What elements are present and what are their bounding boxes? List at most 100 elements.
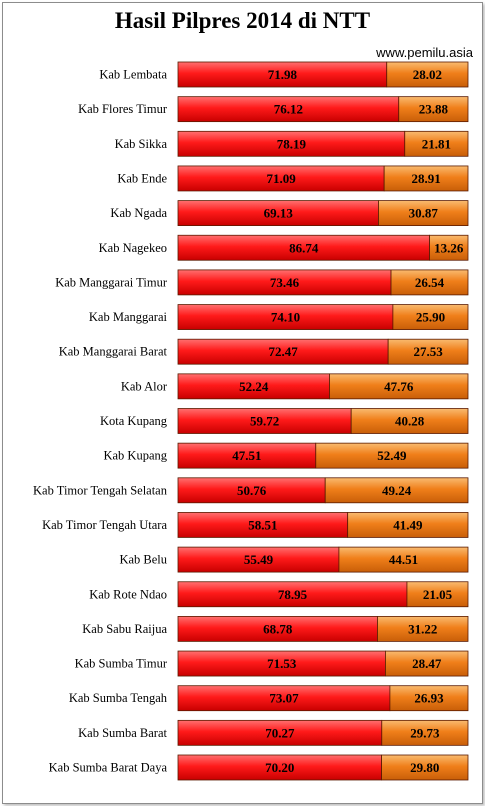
data-label: 41.49 [393,517,423,532]
bar-segment-1 [177,581,408,608]
bar-segment-1 [177,234,430,261]
category-label: Kab Nagekeo [99,241,167,255]
bar-segment-1 [177,616,378,642]
bar-segment-2 [338,546,469,573]
data-label: 58.51 [248,517,277,532]
category-label: Kab Lembata [99,68,167,82]
bar-segment-2 [385,650,469,677]
bar-segment-2 [347,512,469,538]
chart-title: Hasil Pilpres 2014 di NTT [114,8,371,33]
chart-source: www.pemilu.asia [376,45,473,60]
bar-segment-1 [177,200,379,227]
bar-segment-1 [177,685,391,712]
data-label: 55.49 [244,552,274,567]
category-label: Kab Kupang [103,449,167,463]
data-label: 74.10 [271,310,300,325]
bar-segment-2 [381,754,469,781]
bar-segment-2 [406,581,469,608]
bar-segment-2 [429,234,469,261]
data-label: 49.24 [382,483,412,498]
data-label: 52.24 [239,379,269,394]
data-label: 50.76 [237,483,267,498]
bar-segment-1 [177,408,352,434]
data-label: 72.47 [268,344,298,359]
category-label: Kab Manggarai Timur [55,275,168,289]
bar-segment-1 [177,477,326,504]
data-label: 44.51 [389,552,418,567]
category-label: Kab Timor Tengah Utara [42,518,167,532]
data-label: 30.87 [409,206,439,221]
bar-segment-2 [315,442,469,469]
bar-segment-1 [177,130,406,157]
data-label: 70.27 [265,725,295,740]
data-label: 26.93 [414,691,444,706]
bar-segment-1 [177,512,349,538]
category-label: Kab Sumba Barat [78,726,167,740]
data-label: 25.90 [416,310,445,325]
data-label: 29.73 [410,725,440,740]
data-label: 71.98 [268,67,298,82]
bar-segment-2 [389,685,469,712]
data-label: 28.91 [411,171,440,186]
category-label: Kab Sabu Raijua [82,622,167,636]
data-label: 71.09 [266,171,296,186]
data-label: 31.22 [408,621,437,636]
bar-segment-2 [390,269,469,296]
data-label: 78.95 [278,587,308,602]
category-label: Kab Manggarai Barat [59,345,168,359]
category-label: Kab Sumba Timur [75,657,168,671]
data-label: 29.80 [410,760,439,775]
data-label: 76.12 [274,102,303,117]
bar-segment-2 [329,373,469,400]
category-label: Kab Manggarai [89,310,168,324]
data-label: 73.46 [270,275,300,290]
category-label: Kab Timor Tengah Selatan [33,483,168,497]
bar-segment-1 [177,442,317,469]
bar-segment-2 [392,304,469,330]
bar-segment-2 [398,96,469,123]
data-label: 21.81 [422,136,451,151]
data-label: 52.49 [377,448,407,463]
data-label: 68.78 [263,621,293,636]
data-label: 47.51 [232,448,261,463]
category-label: Kab Ngada [110,206,167,220]
category-label: Kab Alor [121,379,168,393]
bar-segment-2 [377,616,469,642]
category-label: Kab Sumba Tengah [69,691,168,705]
bar-segment-2 [324,477,469,504]
bar-segment-1 [177,165,385,192]
bar-segment-2 [386,61,469,88]
category-label: Kota Kupang [100,414,168,428]
bar-segment-1 [177,719,383,746]
data-label: 86.74 [289,240,319,255]
data-label: 28.47 [412,656,442,671]
category-label: Kab Sikka [115,137,168,151]
category-label: Kab Belu [119,553,167,567]
category-label: Kab Sumba Barat Daya [49,761,168,775]
bar-segment-2 [404,130,469,157]
data-label: 69.13 [264,206,294,221]
category-label: Kab Rote Ndao [89,587,167,601]
category-label: Kab Ende [117,171,167,185]
data-label: 27.53 [413,344,443,359]
data-label: 26.54 [415,275,445,290]
bar-segment-2 [383,165,469,192]
data-label: 78.19 [277,136,307,151]
bar-segment-2 [381,719,469,746]
bar-segment-2 [378,200,469,227]
data-label: 40.28 [395,414,425,429]
data-label: 47.76 [384,379,414,394]
data-label: 21.05 [423,587,453,602]
data-label: 13.26 [434,240,464,255]
data-label: 59.72 [250,414,279,429]
data-label: 28.02 [413,67,442,82]
category-label: Kab Flores Timur [78,102,168,116]
data-label: 71.53 [267,656,297,671]
data-label: 23.88 [419,102,449,117]
bar-segment-1 [177,269,392,296]
data-label: 70.20 [265,760,294,775]
bar-segment-1 [177,373,330,400]
bar-segment-1 [177,338,389,365]
bar-segment-1 [177,304,394,330]
